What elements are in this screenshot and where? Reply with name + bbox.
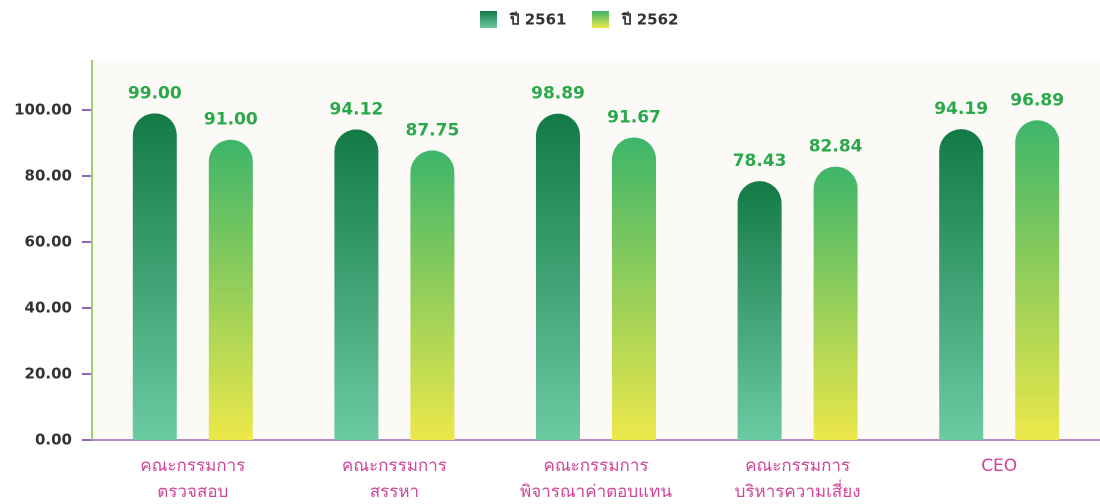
x-tick-label: พิจารณาค่าตอบแทน <box>520 482 672 502</box>
y-tick-label: 80.00 <box>25 167 72 185</box>
data-label: 98.89 <box>531 84 585 104</box>
y-tick-label: 20.00 <box>25 365 72 383</box>
y-tick-label: 40.00 <box>25 299 72 317</box>
y-tick-label: 0.00 <box>35 431 72 449</box>
bar <box>939 129 983 440</box>
bar <box>612 137 656 440</box>
x-tick-label: บริหารความเสี่ยง <box>735 479 861 502</box>
bar <box>1015 120 1059 440</box>
bar <box>133 113 177 440</box>
bar <box>209 140 253 440</box>
data-label: 87.75 <box>406 120 460 140</box>
legend-label: ปี 2562 <box>621 11 678 29</box>
data-label: 99.00 <box>128 83 182 103</box>
x-tick-label: คณะกรรมการ <box>140 456 245 476</box>
x-tick-label: สรรหา <box>370 482 419 502</box>
bar <box>334 129 378 440</box>
data-label: 94.12 <box>330 99 384 119</box>
data-label: 91.67 <box>607 107 661 127</box>
y-tick-label: 100.00 <box>14 101 72 119</box>
x-tick-label: CEO <box>981 456 1017 476</box>
data-label: 96.89 <box>1010 90 1064 110</box>
x-tick-label: คณะกรรมการ <box>543 456 648 476</box>
chart: 0.00 20.00 40.00 60.00 80.00 100.00 ปี 2561 ปี … <box>0 0 1100 504</box>
legend-swatch <box>480 11 497 28</box>
data-label: 91.00 <box>204 110 258 130</box>
bar <box>738 181 782 440</box>
legend-swatch <box>592 11 609 28</box>
x-tick-label: ตรวจสอบ <box>157 482 228 502</box>
bar <box>410 150 454 440</box>
legend-label: ปี 2561 <box>509 11 566 29</box>
y-tick-label: 60.00 <box>25 233 72 251</box>
x-tick-label: คณะกรรมการ <box>745 456 850 476</box>
bar <box>814 167 858 440</box>
data-label: 82.84 <box>809 137 863 157</box>
data-label: 78.43 <box>733 151 787 171</box>
data-label: 94.19 <box>934 99 988 119</box>
x-tick-label: คณะกรรมการ <box>342 456 447 476</box>
bar <box>536 114 580 440</box>
